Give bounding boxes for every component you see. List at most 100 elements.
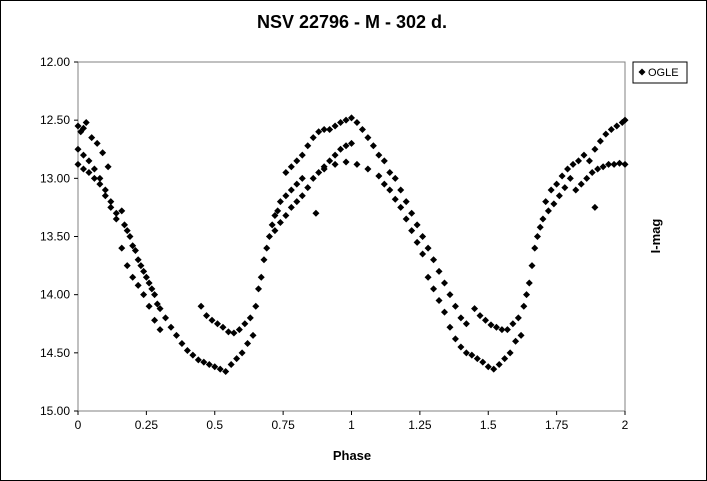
data-point — [525, 279, 533, 287]
data-point — [129, 273, 137, 281]
data-point — [397, 186, 405, 194]
data-point — [337, 145, 345, 153]
data-point — [235, 326, 243, 334]
data-point — [274, 207, 282, 215]
data-point — [241, 320, 249, 328]
data-point — [85, 157, 93, 165]
data-point — [189, 351, 197, 359]
legend: OGLE — [632, 61, 688, 84]
data-point — [337, 118, 345, 126]
data-point — [298, 151, 306, 159]
data-point — [451, 335, 459, 343]
data-point — [542, 198, 550, 206]
data-point — [430, 285, 438, 293]
x-tick-label: 2 — [622, 418, 629, 432]
data-point — [435, 296, 443, 304]
x-tick-label: 1 — [348, 418, 355, 432]
data-point — [408, 227, 416, 235]
data-point — [616, 159, 624, 167]
data-point — [610, 160, 618, 168]
data-point — [156, 305, 164, 313]
data-point — [90, 165, 98, 173]
data-point — [134, 256, 142, 264]
data-point — [287, 163, 295, 171]
data-point — [547, 186, 555, 194]
data-point — [134, 281, 142, 289]
data-point — [572, 186, 580, 194]
data-point — [495, 360, 503, 368]
y-axis-label: I-mag — [648, 219, 663, 254]
data-point — [369, 142, 377, 150]
data-point — [446, 291, 454, 299]
data-point — [520, 302, 528, 310]
data-point — [471, 305, 479, 313]
data-point — [457, 343, 465, 351]
data-point — [503, 326, 511, 334]
data-point — [484, 363, 492, 371]
data-point — [230, 329, 238, 337]
x-tick-label: 0.5 — [206, 418, 223, 432]
data-point — [408, 209, 416, 217]
data-point — [172, 331, 180, 339]
data-point — [544, 207, 552, 215]
data-point — [293, 157, 301, 165]
data-point — [276, 198, 284, 206]
data-point — [203, 312, 211, 320]
data-point — [131, 246, 139, 254]
data-point — [309, 134, 317, 142]
data-point — [123, 227, 131, 235]
data-point — [257, 273, 265, 281]
data-point — [531, 244, 539, 252]
data-point — [621, 116, 629, 124]
data-point — [123, 262, 131, 270]
data-point — [167, 323, 175, 331]
data-point — [462, 320, 470, 328]
data-point — [246, 314, 254, 322]
data-point — [208, 316, 216, 324]
data-point — [227, 360, 235, 368]
data-point — [533, 233, 541, 240]
data-point — [74, 145, 82, 153]
data-point — [498, 326, 506, 334]
data-point — [602, 130, 610, 138]
data-point — [252, 302, 260, 310]
data-point — [550, 200, 558, 208]
data-point — [118, 207, 126, 215]
data-point — [197, 302, 205, 310]
data-point — [96, 180, 104, 188]
data-point — [224, 328, 232, 336]
data-point — [451, 302, 459, 310]
data-point — [577, 180, 585, 188]
data-point — [120, 221, 128, 229]
data-point — [566, 174, 574, 182]
data-point — [326, 157, 334, 165]
data-point — [539, 215, 547, 223]
data-point — [315, 169, 323, 177]
legend-marker-icon — [638, 68, 646, 76]
data-point — [326, 125, 334, 133]
data-point — [558, 172, 566, 180]
data-point — [575, 157, 583, 165]
data-point — [424, 273, 432, 281]
data-point — [96, 174, 104, 182]
data-point — [482, 316, 490, 324]
data-point — [391, 195, 399, 203]
x-tick-label: 1.5 — [480, 418, 497, 432]
data-point — [342, 142, 350, 150]
data-point — [419, 233, 427, 240]
data-point — [194, 356, 202, 364]
data-point — [607, 125, 615, 133]
data-point — [523, 291, 531, 299]
data-point — [605, 160, 613, 168]
data-point — [585, 157, 593, 165]
data-point — [402, 198, 410, 206]
y-tick-label: 14.00 — [40, 288, 70, 302]
data-point — [446, 323, 454, 331]
data-point — [183, 347, 191, 355]
data-point — [282, 169, 290, 177]
data-point — [216, 365, 224, 373]
data-point — [79, 165, 87, 173]
data-point — [599, 163, 607, 171]
data-point — [583, 174, 591, 182]
